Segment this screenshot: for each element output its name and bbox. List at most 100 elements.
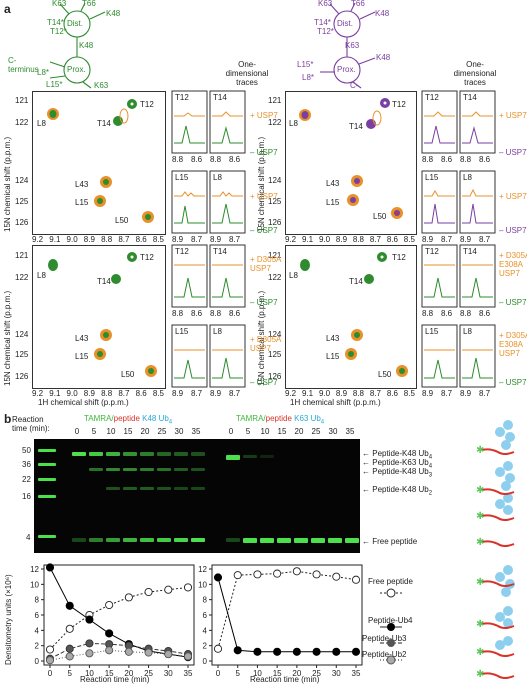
- data-point: [292, 567, 301, 576]
- y-axis-label: 15N chemical shift (p.p.m.): [3, 290, 12, 386]
- data-point: [164, 650, 173, 659]
- trace-header: T14: [213, 247, 227, 256]
- series-line: [49, 649, 189, 661]
- x-tick: 9.2: [32, 389, 44, 398]
- reaction-time-line: time (min):: [12, 424, 50, 433]
- x-tick: 9.2: [32, 235, 44, 244]
- left-dist-node: Dist.: [67, 19, 83, 28]
- left-dist-label: T66: [82, 0, 96, 8]
- y-tick-label: 4: [35, 626, 40, 635]
- trace-tick: 8.6: [191, 155, 203, 164]
- chart2-x-label: Reaction time (min): [250, 675, 320, 684]
- reaction-time-line: Reaction: [12, 415, 44, 424]
- peptide-label: peptide: [113, 414, 143, 423]
- right-prox-label: K48: [376, 53, 391, 62]
- ladder-band: [38, 495, 56, 498]
- data-point: [213, 644, 223, 653]
- x-tick-label: 10: [85, 669, 94, 678]
- trace-tick: 8.6: [191, 309, 203, 318]
- x-axis-label: 1H chemical shift (p.p.m.): [38, 398, 129, 407]
- x-tick: 8.8: [352, 235, 364, 244]
- data-point: [312, 570, 321, 579]
- y-tick-label: 10: [30, 580, 39, 589]
- legend-ub3: Peptide-Ub3: [362, 634, 407, 643]
- mw-marker: 36: [22, 460, 31, 469]
- data-point: [183, 652, 193, 661]
- trace-tick: 8.8: [460, 309, 472, 318]
- x-tick-label: 0: [48, 669, 53, 678]
- densitometry-charts: 0 2 4 6 8 10 12 0 5 10 15 20 25 30 35 0 2 4 6 8 10 12 0 5 10 15 20…: [30, 563, 363, 678]
- x-tick: 8.9: [335, 235, 348, 244]
- y-tick-label: 8: [35, 596, 40, 605]
- data-point: [65, 652, 74, 661]
- x-tick: 9.1: [49, 235, 61, 244]
- left-prox-label: K48: [79, 41, 94, 50]
- cond-minus-usp7: – USP7: [250, 226, 278, 235]
- right-ub-topology-diagram: [320, 2, 376, 89]
- mw-marker: 16: [22, 492, 31, 501]
- y-tick-label: 8: [203, 596, 208, 605]
- residue-label: L15: [326, 352, 340, 361]
- left-dist-label: K63: [52, 0, 67, 8]
- right-prox-label: K63: [345, 41, 360, 50]
- cond-line: + D305A: [250, 255, 282, 264]
- cond-d305a: + D305A USP7: [250, 335, 281, 353]
- y-tick-label: 4: [203, 626, 208, 635]
- lane-label: 10: [106, 427, 116, 436]
- annotation-sub: 4: [428, 454, 433, 461]
- data-point: [85, 615, 94, 624]
- y-tick: 124: [15, 176, 29, 185]
- y-tick: 126: [268, 218, 282, 227]
- annotation-sub: 4: [428, 463, 433, 470]
- x-tick: 8.5: [152, 389, 164, 398]
- data-point: [332, 647, 341, 656]
- panel-b-label: b: [4, 412, 12, 426]
- trace-tick: 8.9: [210, 235, 222, 244]
- y-tick: 125: [268, 197, 282, 206]
- cond-minus-usp7: – USP7: [499, 378, 527, 387]
- legend-free-peptide: Free peptide: [368, 577, 413, 586]
- chart-layer: 0 2 4 6 8 10 12 0 5 10 15 20 25 30 35 0 2 4 6 8 10 12 0 5 10 15 20…: [30, 563, 363, 678]
- cond-d305a-e308a: + D305AE308AUSP7: [499, 331, 527, 358]
- annotation-sub: 2: [428, 490, 433, 497]
- ub-subscript: 4: [320, 419, 325, 426]
- x-tick: 9.1: [301, 389, 314, 398]
- ub-chain-cartoons: ✱ ✱ ✱ ✱ ✱ ✱ ✱ ✱: [476, 420, 515, 680]
- lane-label: 30: [174, 427, 184, 436]
- left-dist-label: T14*: [47, 18, 64, 27]
- cond-line: USP7: [250, 264, 271, 273]
- x-tick-label: 25: [312, 669, 321, 678]
- data-point: [85, 649, 94, 658]
- x-tick-label: 5: [67, 669, 72, 678]
- x-tick: 8.5: [403, 389, 415, 398]
- lane-label: 5: [91, 427, 97, 436]
- mw-marker: 50: [22, 446, 31, 455]
- trace-tick: 8.6: [479, 309, 491, 318]
- trace-header: T12: [175, 93, 189, 102]
- panel-a-label: a: [4, 2, 11, 16]
- x-tick-label: 15: [273, 669, 282, 678]
- residue-label: L43: [326, 334, 340, 343]
- data-point: [105, 629, 114, 638]
- trace-tick: 8.8: [422, 155, 434, 164]
- svg-text:✱: ✱: [476, 647, 484, 658]
- trace-tick: 8.8: [210, 309, 222, 318]
- peaks-top-left: [47, 99, 154, 223]
- traces-title-line: traces: [464, 78, 486, 87]
- trace-tick: 8.6: [229, 155, 241, 164]
- trace-tick: 8.6: [479, 155, 491, 164]
- data-point: [85, 639, 94, 648]
- data-point: [213, 573, 223, 582]
- x-tick-label: 5: [235, 669, 240, 678]
- left-dist-label: T12*: [50, 27, 67, 36]
- cond-minus-usp7: – USP7: [499, 226, 527, 235]
- trace-header: T14: [463, 247, 477, 256]
- trace-tick: 8.9: [172, 235, 184, 244]
- right-prox-node: Prox.: [337, 65, 356, 74]
- legend-marker-ub3: [387, 639, 395, 647]
- x-ticks-top-right: 9.2 9.1 9.0 8.9 8.8 8.7 8.6 8.5: [285, 235, 415, 244]
- y-tick: 121: [268, 251, 282, 260]
- gel-annotation: ← Peptide-K48 Ub2: [362, 485, 433, 497]
- data-point: [144, 648, 153, 657]
- trace-header: T14: [213, 93, 227, 102]
